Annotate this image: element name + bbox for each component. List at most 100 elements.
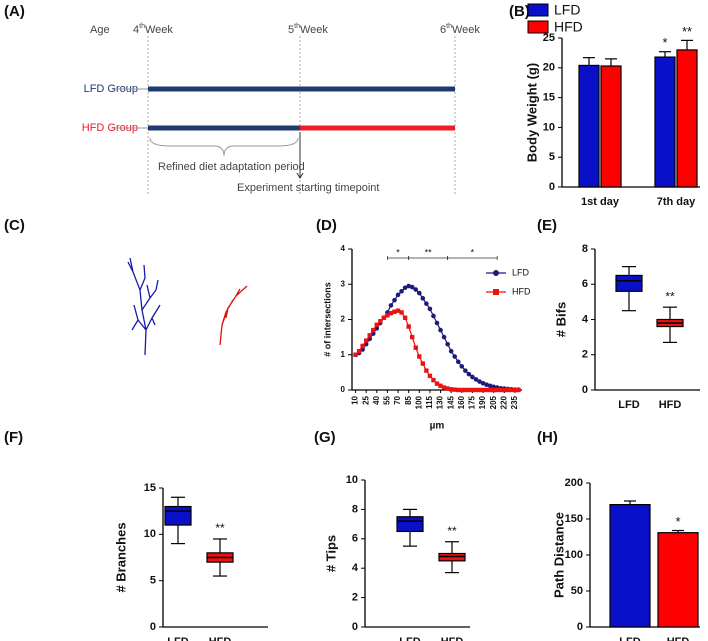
- x-tick-label: 205: [489, 395, 498, 409]
- y-tick-label: 15: [144, 482, 156, 494]
- marker: [374, 322, 379, 327]
- y-axis-label: # Branches: [113, 522, 128, 592]
- x-tick-label: 175: [468, 395, 477, 409]
- marker: [402, 285, 408, 291]
- x-tick-label: 25: [361, 395, 370, 404]
- y-tick-label: 4: [582, 313, 589, 325]
- x-tick-label: HFD: [441, 636, 464, 641]
- y-axis-label: # Tips: [323, 535, 338, 572]
- legend-swatch: [527, 20, 549, 34]
- marker: [416, 290, 422, 296]
- hfd-neuron: [219, 285, 248, 346]
- marker: [487, 387, 493, 393]
- x-tick-label: 145: [446, 395, 455, 409]
- marker: [502, 387, 507, 393]
- significance: **: [665, 289, 675, 303]
- y-tick-label: 10: [144, 528, 156, 540]
- marker: [509, 387, 514, 393]
- y-tick-label: 0: [150, 621, 156, 633]
- y-tick-label: 15: [543, 92, 555, 104]
- x-tick-label: 10: [351, 395, 360, 404]
- adaptation-note: Refined diet adaptation period: [158, 161, 305, 173]
- y-tick-label: 2: [582, 349, 588, 361]
- y-axis-label: # Bifs: [553, 302, 568, 337]
- marker: [371, 327, 376, 333]
- marker: [420, 361, 426, 366]
- marker: [441, 385, 447, 390]
- week-suffix: th: [446, 23, 452, 30]
- x-tick-label: 40: [372, 395, 381, 404]
- marker: [420, 296, 426, 301]
- significance: *: [662, 35, 667, 50]
- y-tick-label: 0: [577, 621, 583, 633]
- x-tick-label: HFD: [209, 636, 232, 641]
- marker: [388, 303, 394, 308]
- marker: [466, 387, 472, 393]
- y-tick-label: 50: [571, 585, 583, 597]
- marker: [385, 313, 390, 318]
- group-label: HFD Group: [82, 122, 138, 134]
- marker: [463, 368, 468, 373]
- week-unit: Week: [145, 24, 173, 36]
- panel-label: (G): [314, 429, 336, 446]
- x-tick-label: 130: [436, 395, 445, 409]
- series-line: [355, 285, 519, 391]
- y-tick-label: 10: [346, 474, 358, 486]
- significance: **: [682, 24, 692, 39]
- marker: [484, 387, 489, 393]
- marker: [463, 387, 468, 393]
- x-tick-label: 7th day: [657, 196, 696, 208]
- week-number: 6: [440, 24, 446, 36]
- bar: [609, 504, 651, 628]
- y-tick-label: 0: [341, 385, 346, 394]
- x-tick-label: HFD: [659, 399, 682, 411]
- marker: [491, 387, 496, 393]
- week-label: 5thWeek: [288, 23, 328, 36]
- marker: [388, 310, 394, 316]
- marker: [477, 379, 482, 384]
- week-number: 5: [288, 24, 294, 36]
- y-tick-label: 0: [549, 181, 555, 193]
- marker: [459, 387, 464, 393]
- marker: [470, 387, 475, 393]
- marker: [452, 354, 458, 359]
- y-tick-label: 20: [543, 62, 555, 74]
- marker: [424, 368, 429, 373]
- week-suffix: th: [294, 23, 300, 30]
- marker: [438, 383, 443, 388]
- x-tick-label: 160: [457, 395, 466, 409]
- y-tick-label: 6: [352, 533, 358, 545]
- marker: [427, 306, 433, 312]
- x-tick-label: 1st day: [581, 196, 620, 208]
- marker: [434, 381, 440, 386]
- x-tick-label: LFD: [619, 636, 640, 641]
- marker: [424, 301, 429, 306]
- marker: [381, 315, 387, 320]
- x-tick-label: HFD: [667, 636, 690, 641]
- bar: [657, 532, 699, 628]
- marker: [417, 354, 422, 359]
- marker: [484, 382, 489, 388]
- y-tick-label: 0: [352, 621, 358, 633]
- marker: [455, 359, 461, 365]
- panel-label: (E): [537, 217, 557, 234]
- marker: [410, 334, 415, 340]
- y-tick-label: 8: [352, 503, 358, 515]
- arrow: [296, 132, 304, 179]
- significance: *: [675, 514, 680, 529]
- marker: [495, 387, 500, 393]
- week-unit: Week: [452, 24, 480, 36]
- marker: [360, 343, 365, 349]
- x-tick-label: 115: [425, 395, 434, 408]
- week-unit: Week: [300, 24, 328, 36]
- age-label: Age: [90, 24, 110, 36]
- y-tick-label: 6: [582, 278, 588, 290]
- bar: [654, 56, 676, 188]
- marker: [512, 387, 518, 393]
- box: [164, 505, 192, 526]
- marker: [406, 324, 411, 329]
- marker: [402, 315, 408, 320]
- week-suffix: th: [139, 23, 145, 30]
- marker: [477, 387, 482, 393]
